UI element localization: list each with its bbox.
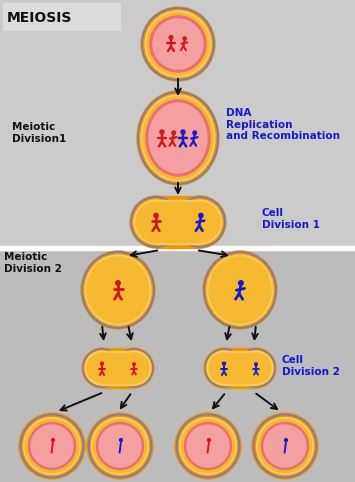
- Bar: [156, 200, 200, 244]
- Ellipse shape: [257, 417, 313, 474]
- Ellipse shape: [239, 281, 243, 285]
- Ellipse shape: [207, 255, 273, 325]
- Ellipse shape: [175, 413, 241, 479]
- Ellipse shape: [51, 439, 54, 442]
- Ellipse shape: [180, 417, 236, 474]
- Ellipse shape: [183, 37, 186, 40]
- Ellipse shape: [199, 214, 203, 218]
- Ellipse shape: [137, 91, 219, 185]
- Ellipse shape: [153, 19, 203, 69]
- Ellipse shape: [114, 348, 154, 388]
- Text: Cell
Division 2: Cell Division 2: [282, 355, 340, 376]
- Ellipse shape: [160, 130, 164, 134]
- Ellipse shape: [208, 439, 211, 442]
- Ellipse shape: [203, 251, 277, 329]
- Ellipse shape: [19, 413, 85, 479]
- Ellipse shape: [146, 100, 210, 176]
- Ellipse shape: [204, 348, 244, 388]
- Bar: [0, 248, 355, 482]
- FancyBboxPatch shape: [3, 3, 121, 31]
- Bar: [0, 246, 355, 250]
- Bar: [156, 202, 200, 242]
- Ellipse shape: [252, 413, 318, 479]
- Ellipse shape: [258, 419, 311, 472]
- Ellipse shape: [130, 196, 182, 248]
- Ellipse shape: [264, 425, 306, 467]
- Ellipse shape: [187, 425, 229, 467]
- Ellipse shape: [174, 196, 226, 248]
- Ellipse shape: [169, 36, 173, 40]
- Ellipse shape: [82, 348, 122, 388]
- Ellipse shape: [92, 417, 148, 474]
- Ellipse shape: [117, 351, 151, 385]
- Ellipse shape: [85, 351, 119, 385]
- Ellipse shape: [181, 419, 235, 472]
- Bar: [224, 353, 256, 383]
- Ellipse shape: [241, 353, 271, 383]
- Text: DNA
Replication
and Recombination: DNA Replication and Recombination: [226, 108, 340, 141]
- Ellipse shape: [209, 257, 271, 323]
- Ellipse shape: [180, 202, 220, 242]
- Ellipse shape: [120, 439, 122, 442]
- Ellipse shape: [28, 423, 76, 469]
- Text: Meiotic
Division 2: Meiotic Division 2: [4, 252, 62, 274]
- Text: Meiotic
Division1: Meiotic Division1: [12, 122, 66, 144]
- Ellipse shape: [100, 362, 103, 365]
- Ellipse shape: [285, 439, 288, 442]
- Ellipse shape: [87, 257, 149, 323]
- Ellipse shape: [136, 202, 176, 242]
- Ellipse shape: [178, 200, 222, 244]
- Ellipse shape: [87, 413, 153, 479]
- Ellipse shape: [181, 130, 185, 134]
- Ellipse shape: [150, 16, 206, 72]
- Ellipse shape: [81, 251, 155, 329]
- Bar: [102, 353, 134, 383]
- Ellipse shape: [149, 103, 207, 173]
- Ellipse shape: [143, 97, 213, 179]
- Ellipse shape: [239, 351, 273, 385]
- Ellipse shape: [255, 363, 257, 365]
- Ellipse shape: [23, 417, 81, 474]
- Ellipse shape: [134, 200, 178, 244]
- Ellipse shape: [209, 353, 239, 383]
- Ellipse shape: [207, 351, 241, 385]
- Bar: [224, 351, 256, 385]
- Ellipse shape: [141, 95, 215, 181]
- Ellipse shape: [93, 419, 147, 472]
- Ellipse shape: [147, 13, 209, 75]
- Ellipse shape: [116, 281, 120, 285]
- Ellipse shape: [85, 255, 151, 325]
- Ellipse shape: [119, 353, 149, 383]
- Ellipse shape: [172, 131, 175, 134]
- Bar: [102, 351, 134, 385]
- Ellipse shape: [141, 7, 215, 81]
- Ellipse shape: [185, 423, 231, 469]
- Bar: [156, 196, 200, 248]
- Ellipse shape: [31, 425, 73, 467]
- Ellipse shape: [145, 11, 211, 77]
- Bar: [224, 348, 256, 388]
- Ellipse shape: [236, 348, 276, 388]
- Ellipse shape: [154, 214, 158, 218]
- Ellipse shape: [26, 419, 78, 472]
- Ellipse shape: [97, 423, 143, 469]
- Ellipse shape: [223, 362, 225, 365]
- Text: Cell
Division 1: Cell Division 1: [262, 208, 320, 229]
- Ellipse shape: [193, 131, 197, 134]
- Bar: [0, 0, 355, 248]
- Ellipse shape: [87, 353, 117, 383]
- Ellipse shape: [133, 363, 135, 365]
- Ellipse shape: [99, 425, 141, 467]
- Ellipse shape: [262, 423, 308, 469]
- Text: MEIOSIS: MEIOSIS: [7, 11, 72, 25]
- Bar: [102, 348, 134, 388]
